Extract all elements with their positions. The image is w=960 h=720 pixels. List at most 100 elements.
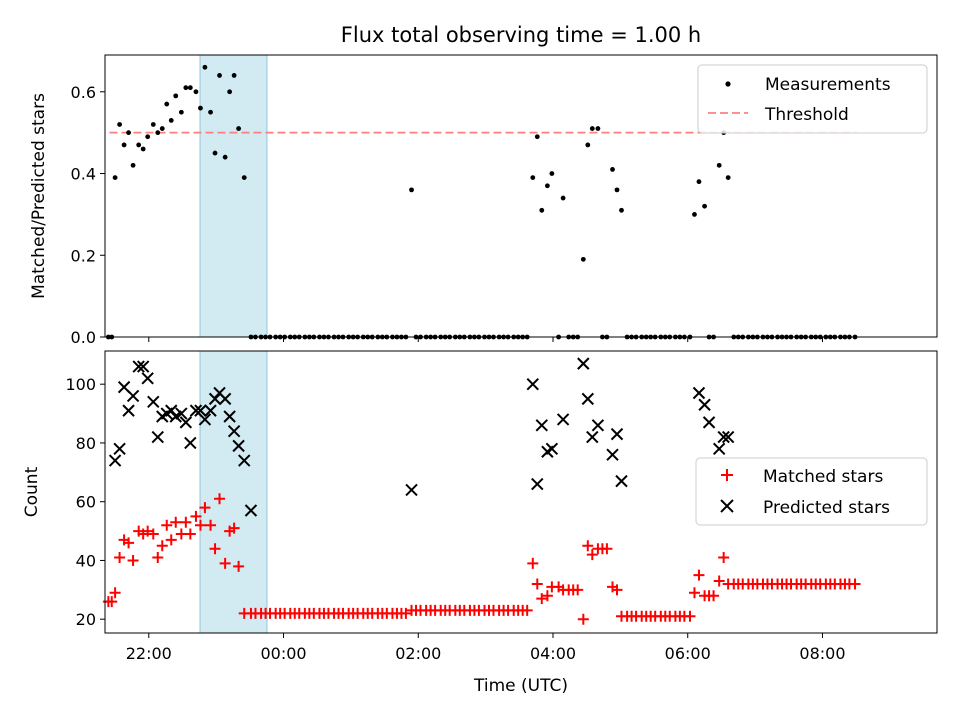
measurement-point [159, 126, 165, 131]
predicted-star-marker [179, 416, 193, 429]
measurement-point [716, 162, 722, 168]
measurement-point [117, 122, 122, 127]
matched-star-marker [586, 549, 598, 561]
measurement-point [155, 130, 161, 136]
matched-star-marker [147, 528, 159, 540]
matched-star-marker [228, 522, 240, 534]
measurement-point [198, 105, 203, 111]
bottom-axis-ticks: 22:00 00:00 02:00 04:00 06:00 08:00 20 40 60 80 10… [65, 375, 845, 663]
matched-star-marker [184, 528, 196, 540]
bottom-panel: 22:00 00:00 02:00 04:00 06:00 08:00 20 40 60 80 10… [22, 350, 938, 696]
measurement-point [227, 89, 233, 95]
bottom-y-tick-label: 80 [76, 434, 96, 453]
matched-star-markers [102, 493, 861, 625]
legend-measurements-marker [725, 81, 731, 87]
predicted-star-marker [218, 392, 232, 406]
predicted-star-marker [698, 398, 711, 411]
predicted-star-marker [717, 430, 730, 444]
measurement-point [725, 175, 731, 181]
matched-star-marker [127, 554, 139, 566]
measurement-point [164, 101, 170, 107]
measurement-point [126, 130, 131, 136]
predicted-star-marker [586, 430, 599, 444]
predicted-star-marker [702, 416, 716, 429]
predicted-star-marker [556, 413, 570, 426]
measurement-point [193, 89, 199, 95]
matched-star-marker [693, 569, 705, 581]
predicted-star-marker [577, 357, 590, 370]
matched-star-marker [114, 552, 126, 564]
measurement-point [614, 187, 620, 193]
predicted-star-marker [531, 477, 544, 491]
bottom-legend: Matched stars Predicted stars [695, 457, 928, 526]
matched-star-marker [708, 590, 720, 602]
measurement-point [696, 179, 702, 185]
predicted-star-marker [232, 439, 245, 453]
x-tick-label: 22:00 [126, 644, 172, 663]
bottom-legend-box [695, 457, 928, 526]
matched-star-marker [400, 607, 412, 619]
x-tick-label: 02:00 [395, 644, 441, 663]
predicted-star-marker [113, 442, 126, 456]
matched-star-marker [582, 540, 594, 552]
matched-star-marker [684, 610, 696, 622]
predicted-star-marker [147, 395, 160, 409]
predicted-star-marker [126, 389, 140, 403]
matched-star-marker [190, 510, 202, 522]
predicted-star-marker [122, 404, 135, 417]
matched-star-marker [233, 560, 245, 572]
matched-star-marker [165, 534, 177, 546]
matched-star-marker [170, 516, 182, 528]
predicted-star-marker [591, 419, 605, 432]
predicted-star-marker [606, 448, 619, 461]
top-panel: 0.0 0.2 0.4 0.6 Matched/Predicted stars Mea… [29, 54, 938, 347]
predicted-star-marker [238, 454, 251, 467]
predicted-star-marker [244, 504, 258, 517]
predicted-star-marker [712, 442, 726, 456]
matched-star-marker [536, 593, 548, 605]
matched-star-marker [527, 557, 539, 569]
measurement-point [150, 122, 156, 127]
bottom-y-tick-label: 100 [65, 375, 96, 394]
predicted-star-marker [198, 413, 212, 426]
matched-star-marker [142, 525, 154, 537]
matched-star-marker [123, 537, 135, 549]
measurement-point [580, 256, 586, 262]
matched-star-marker [209, 543, 221, 555]
matched-star-marker [611, 584, 623, 596]
measurement-point [136, 142, 142, 148]
measurement-point [409, 187, 414, 193]
x-axis-label: Time (UTC) [473, 676, 568, 696]
predicted-star-marker [227, 424, 241, 438]
matched-star-marker [194, 519, 206, 531]
measurement-point [178, 109, 184, 115]
measurement-point [702, 203, 707, 209]
top-legend: Measurements Threshold [697, 64, 928, 134]
matched-star-marker [849, 578, 861, 590]
measurement-point [217, 73, 222, 78]
matched-star-marker [152, 552, 164, 564]
legend-predicted-marker [720, 499, 734, 513]
measurement-point [544, 183, 550, 189]
matched-star-marker [531, 578, 543, 590]
x-tick-label: 04:00 [530, 644, 576, 663]
predicted-star-marker [194, 404, 207, 417]
measurement-point [610, 167, 615, 172]
measurement-point [222, 154, 228, 160]
matched-star-marker [161, 519, 173, 531]
measurement-point [539, 207, 545, 213]
measurement-point [619, 207, 624, 213]
top-axis-ticks: 0.0 0.2 0.4 0.6 [71, 83, 823, 347]
predicted-star-marker [108, 454, 122, 467]
matched-star-marker [718, 552, 730, 564]
predicted-star-marker [141, 372, 154, 385]
bottom-y-tick-label: 20 [76, 610, 96, 629]
predicted-star-marker [132, 360, 145, 373]
matched-star-marker [156, 540, 168, 552]
predicted-star-marker [615, 474, 628, 488]
predicted-star-marker [545, 442, 559, 456]
legend-measurements-label: Measurements [765, 75, 891, 95]
predicted-star-marker [610, 427, 624, 441]
matched-star-marker [109, 587, 121, 599]
